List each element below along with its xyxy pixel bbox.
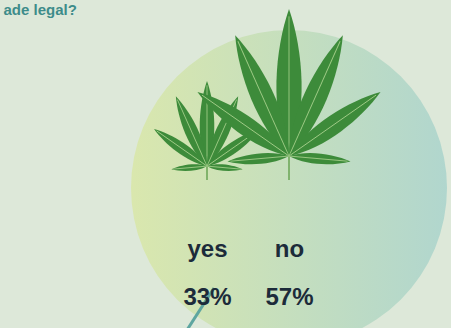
svg-text:yes: yes (187, 235, 227, 262)
svg-text:57%: 57% (265, 283, 313, 310)
svg-text:ade legal?: ade legal? (4, 1, 77, 18)
svg-text:33%: 33% (183, 283, 231, 310)
svg-text:no: no (275, 235, 304, 262)
